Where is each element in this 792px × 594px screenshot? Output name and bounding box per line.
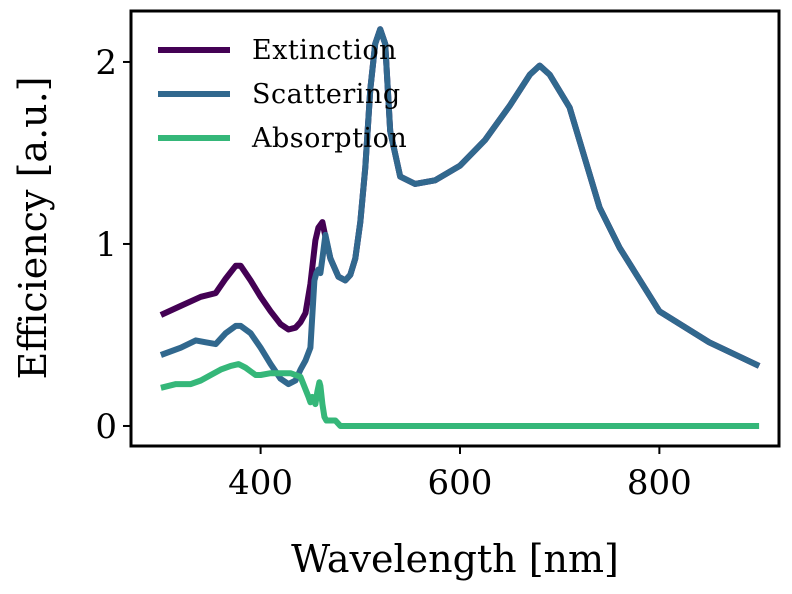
y-tick-label-2: 2 — [95, 43, 117, 83]
legend-label-absorption: Absorption — [251, 123, 407, 154]
legend-label-extinction: Extinction — [252, 35, 397, 66]
y-axis-title: Efficiency [a.u.] — [11, 76, 55, 379]
series-line-absorption — [160, 361, 760, 429]
x-axis-title: Wavelength [nm] — [291, 537, 619, 581]
x-tick-label-800: 800 — [627, 463, 692, 503]
legend: Extinction Scattering Absorption — [158, 35, 407, 154]
plot-frame — [129, 9, 781, 448]
legend-label-scattering: Scattering — [252, 79, 401, 110]
x-tick-label-400: 400 — [228, 463, 293, 503]
x-tick-label-600: 600 — [428, 463, 493, 503]
ticks-layer: 400 600 800 0 1 2 — [95, 43, 691, 503]
y-tick-label-0: 0 — [95, 407, 117, 447]
series-line-scattering — [159, 26, 761, 388]
series-layer — [159, 26, 761, 429]
y-tick-label-1: 1 — [95, 225, 117, 265]
